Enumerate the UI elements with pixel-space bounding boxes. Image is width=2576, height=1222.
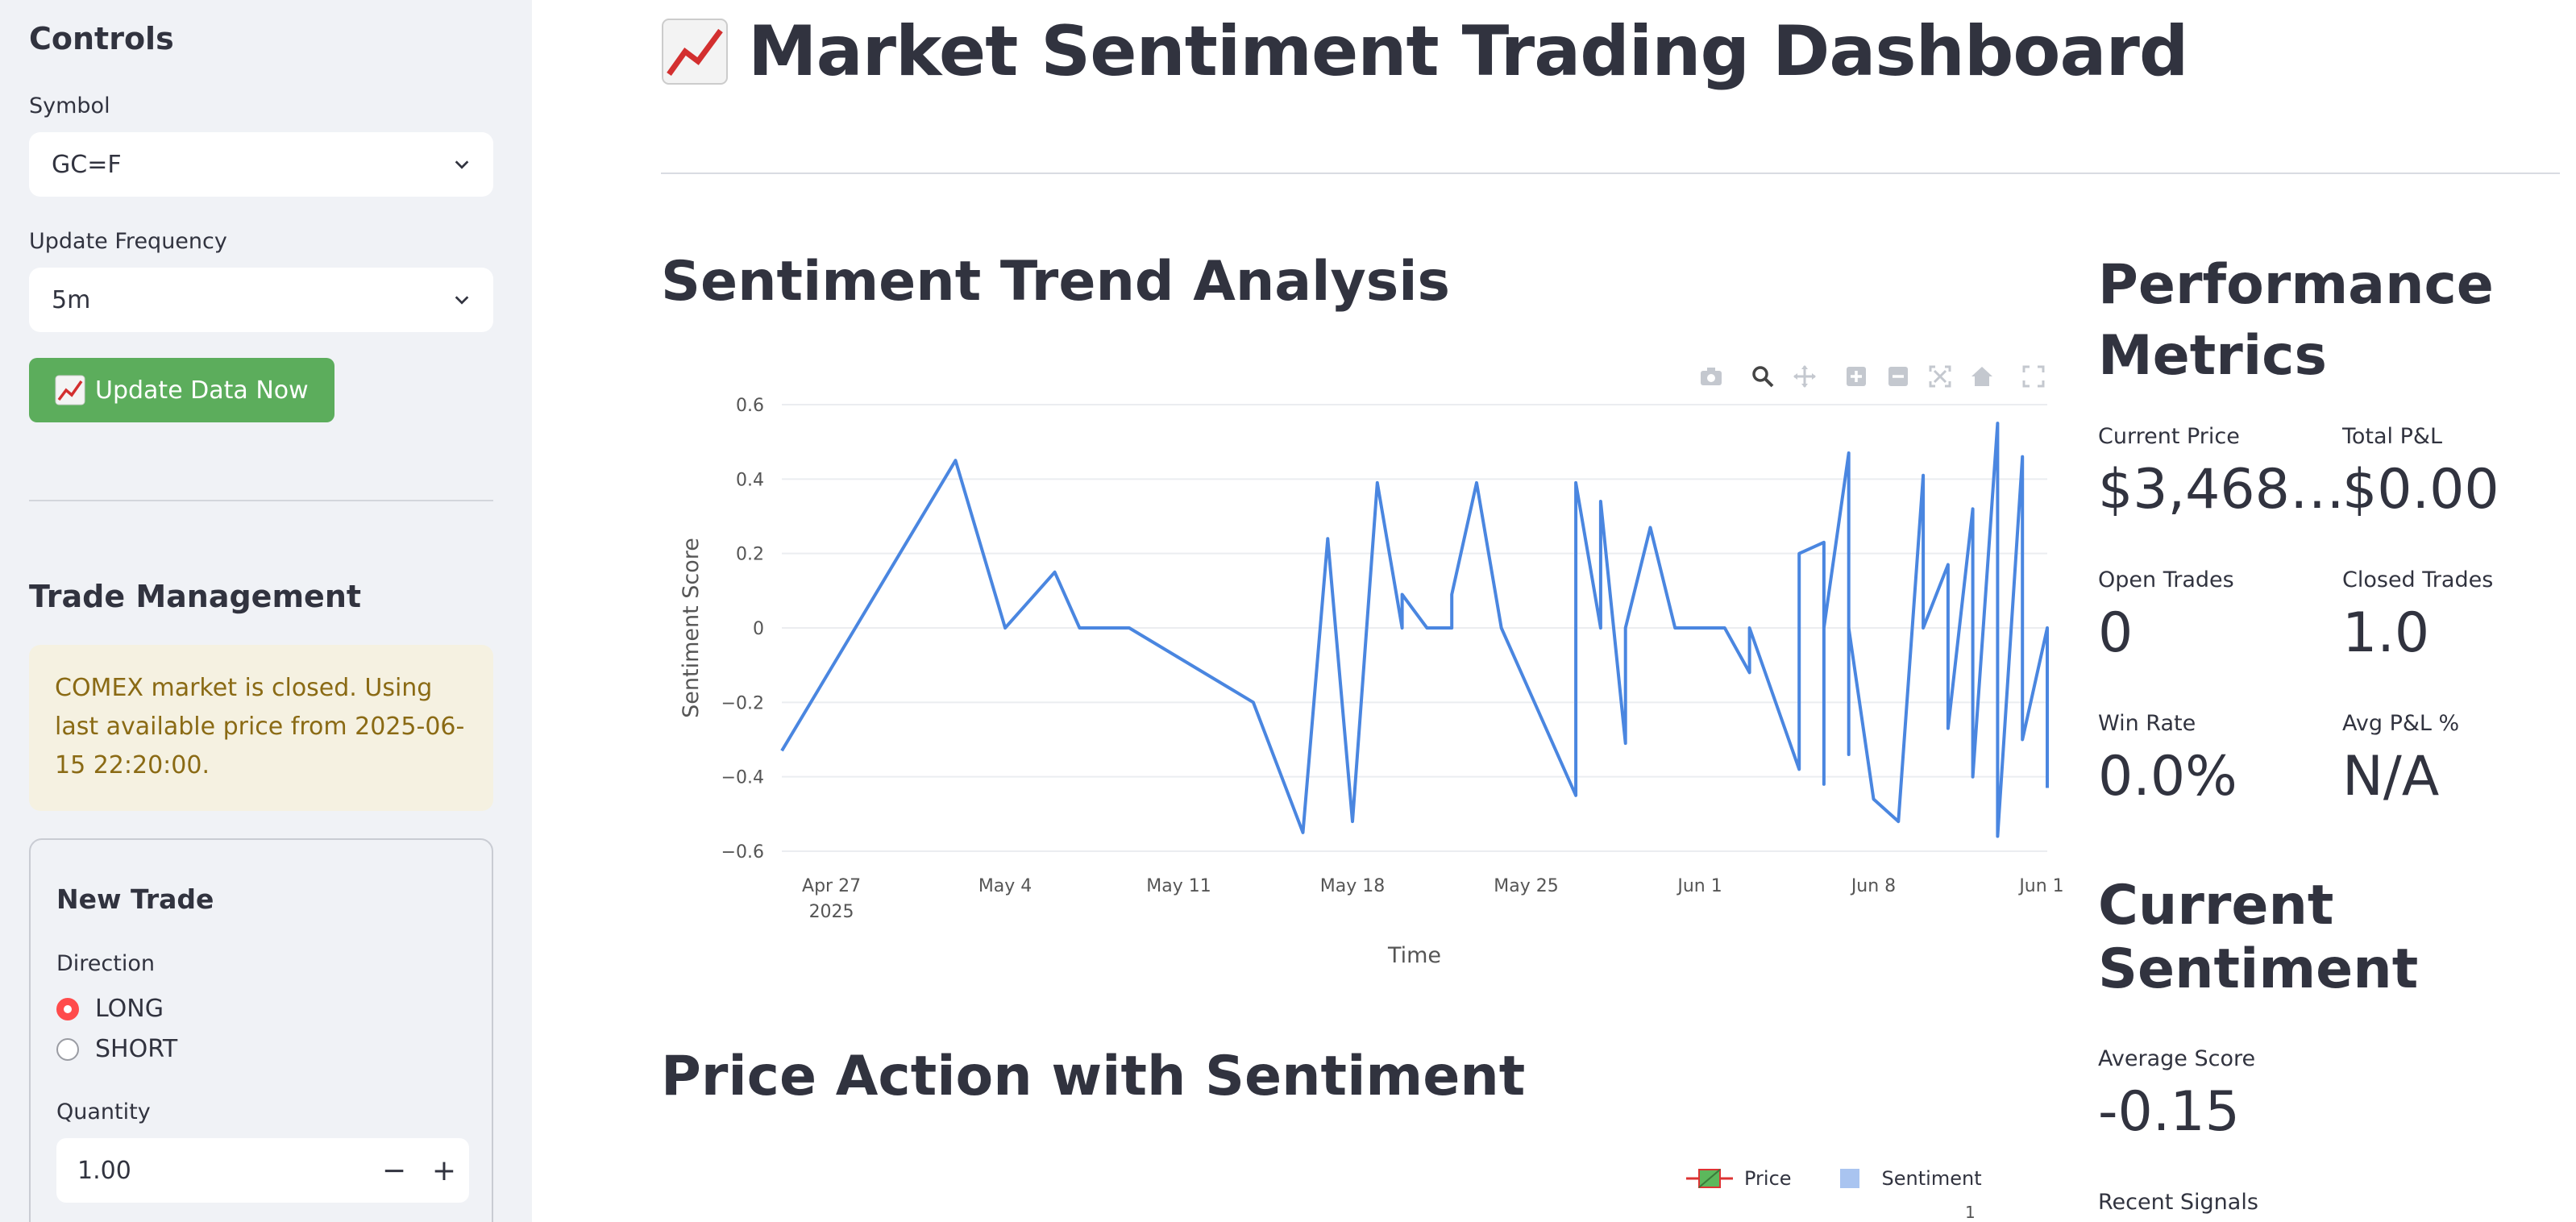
metric-label: Current Price: [2098, 424, 2240, 449]
sentiment-trend-heading: Sentiment Trend Analysis: [661, 250, 1451, 314]
x-tick-label: Jun 1: [1676, 876, 1722, 896]
candlestick-legend-icon: [1686, 1167, 1733, 1190]
x-tick-label: May 11: [1146, 876, 1211, 896]
metric-win-rate: 0.0%: [2098, 745, 2237, 808]
metric-label: Closed Trades: [2342, 567, 2494, 592]
legend-sentiment-label: Sentiment: [1881, 1167, 1982, 1190]
y-tick-label: 0.4: [736, 470, 764, 490]
sentiment-chart-svg: 0.6 0.4 0.2 0 −0.2 −0.4 −0.6 Apr 27 2025 May 4 May…: [679, 396, 2075, 968]
symbol-value: GC=F: [52, 150, 122, 179]
quantity-increment-button[interactable]: +: [431, 1153, 457, 1187]
metric-avg-pnl: N/A: [2342, 745, 2440, 808]
y-tick-label: −0.4: [721, 768, 764, 788]
y-tick-label: −0.2: [721, 693, 764, 713]
x-tick-sublabel: 2025: [809, 902, 854, 922]
radio-long-label: LONG: [95, 995, 164, 1023]
y-axis-title: Sentiment Score: [679, 538, 704, 718]
x-tick-label: Apr 27: [802, 876, 861, 896]
x-tick-label: Jun 8: [1850, 876, 1896, 896]
update-button-label: Update Data Now: [95, 376, 309, 405]
metrics-title: Performance Metrics: [2098, 253, 2494, 388]
average-score-label: Average Score: [2098, 1046, 2256, 1071]
controls-heading: Controls: [29, 21, 174, 56]
metric-closed-trades: 1.0: [2342, 601, 2430, 665]
metric-label: Win Rate: [2098, 711, 2196, 736]
x-tick-label: May 18: [1320, 876, 1385, 896]
camera-icon[interactable]: [1697, 363, 1725, 390]
market-closed-alert: COMEX market is closed. Using last avail…: [29, 645, 493, 811]
legend-price-label: Price: [1744, 1167, 1792, 1190]
performance-metrics-heading: Performance Metrics: [2098, 250, 2501, 392]
frequency-select[interactable]: 5m: [29, 268, 493, 332]
title-divider: [661, 172, 2560, 174]
sentiment-chart[interactable]: 0.6 0.4 0.2 0 −0.2 −0.4 −0.6 Apr 27 2025 May 4 May…: [661, 355, 2075, 983]
y-tick-label: −0.6: [721, 842, 764, 862]
frequency-label: Update Frequency: [29, 229, 227, 254]
metric-current-price: $3,468…: [2098, 458, 2345, 522]
y-tick-label: 0.2: [736, 545, 764, 565]
radio-long[interactable]: LONG: [56, 995, 164, 1023]
y-tick-label: 0: [753, 619, 764, 639]
update-data-button[interactable]: Update Data Now: [29, 358, 334, 422]
page-title: Market Sentiment Trading Dashboard: [661, 11, 2188, 92]
series-line: [780, 422, 2049, 838]
zoom-in-icon[interactable]: [1843, 363, 1870, 390]
quantity-label: Quantity: [56, 1099, 151, 1124]
radio-short[interactable]: SHORT: [56, 1035, 177, 1063]
metric-total-pnl: $0.00: [2342, 458, 2499, 522]
y-tick-label: 0.6: [736, 396, 764, 416]
zoom-icon[interactable]: [1749, 363, 1776, 390]
price-chart-legend: Price Sentiment: [1686, 1167, 1982, 1190]
metric-open-trades: 0: [2098, 601, 2134, 665]
chart-toolbar: [1697, 363, 2047, 390]
direction-label: Direction: [56, 951, 155, 976]
sidebar-divider: [29, 500, 493, 501]
radio-short-label: SHORT: [95, 1035, 178, 1063]
recent-signals-label: Recent Signals: [2098, 1190, 2258, 1215]
autoscale-icon[interactable]: [1926, 363, 1954, 390]
trade-management-heading: Trade Management: [29, 579, 362, 614]
new-trade-title: New Trade: [56, 883, 214, 915]
quantity-stepper[interactable]: 1.00 − +: [56, 1138, 469, 1203]
chart-increasing-icon: [55, 375, 85, 405]
x-tick-label: May 25: [1494, 876, 1558, 896]
x-tick-label: May 4: [978, 876, 1032, 896]
metric-label: Avg P&L %: [2342, 711, 2460, 736]
chart-increasing-icon: [661, 18, 729, 85]
frequency-value: 5m: [52, 285, 91, 314]
metric-label: Total P&L: [2342, 424, 2443, 449]
symbol-select[interactable]: GC=F: [29, 132, 493, 197]
new-trade-card: New Trade Direction LONG SHORT Quantity …: [29, 838, 493, 1222]
quantity-input[interactable]: 1.00: [77, 1156, 131, 1185]
x-tick-label: Jun 15: [2017, 876, 2063, 896]
radio-selected-icon: [56, 997, 79, 1020]
home-icon[interactable]: [1968, 363, 1996, 390]
quantity-decrement-button[interactable]: −: [381, 1153, 407, 1187]
price-action-heading: Price Action with Sentiment: [661, 1045, 1526, 1108]
radio-unselected-icon: [56, 1037, 79, 1061]
fullscreen-icon[interactable]: [2020, 363, 2047, 390]
average-score-value: -0.15: [2098, 1080, 2240, 1144]
pan-icon[interactable]: [1791, 363, 1818, 390]
current-sentiment-heading: Current Sentiment: [2098, 874, 2419, 1001]
sidebar: Controls Symbol GC=F Update Frequency 5m…: [0, 0, 532, 1222]
chevron-down-icon: [455, 296, 469, 305]
zoom-out-icon[interactable]: [1884, 363, 1912, 390]
price-axis-tick: 1: [1965, 1203, 1976, 1222]
chevron-down-icon: [455, 160, 469, 169]
legend-sentiment-swatch: [1839, 1169, 1859, 1188]
metric-label: Open Trades: [2098, 567, 2234, 592]
page-title-text: Market Sentiment Trading Dashboard: [748, 11, 2188, 92]
symbol-label: Symbol: [29, 94, 110, 118]
x-axis-title: Time: [1387, 943, 1441, 968]
